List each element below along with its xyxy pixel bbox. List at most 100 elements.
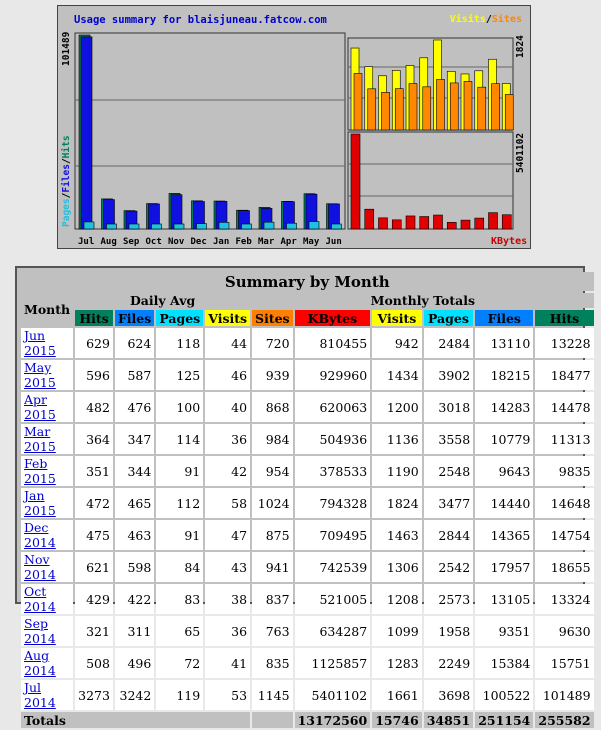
kbytes-bar [391, 219, 402, 230]
total-visits: 15746 [372, 712, 422, 728]
month-link[interactable]: May 2015 [24, 360, 56, 390]
cell-pages: 2548 [423, 456, 474, 486]
cell-hits: 18655 [535, 552, 594, 582]
cell-kbytes: 504936 [294, 424, 371, 454]
month-link[interactable]: Apr 2015 [24, 392, 56, 422]
cell-d-pages: 118 [156, 328, 204, 358]
cell-files: 13105 [475, 584, 534, 614]
kbytes-bar [501, 214, 512, 230]
cell-visits: 1200 [372, 392, 422, 422]
pages-bar [173, 223, 185, 230]
cell-files: 10779 [475, 424, 534, 454]
cell-hits: 101489 [535, 680, 594, 710]
month-axis-label: May [303, 237, 320, 247]
cell-d-pages: 84 [156, 552, 204, 582]
month-link[interactable]: Feb 2015 [24, 456, 56, 486]
month-cell[interactable]: Feb 2015 [21, 456, 74, 486]
sites-bar [381, 92, 390, 131]
table-row: Oct 2014 429 422 83 38 837 521005 1208 2573 13105… [21, 584, 594, 614]
month-link[interactable]: Dec 2014 [24, 520, 56, 550]
month-link[interactable]: Jul 2014 [24, 680, 56, 710]
cell-hits: 11313 [535, 424, 594, 454]
kbytes-bar [433, 214, 443, 230]
month-cell[interactable]: Nov 2014 [21, 552, 74, 582]
cell-d-pages: 125 [156, 360, 204, 390]
cell-kbytes: 929960 [294, 360, 371, 390]
sites-bar [408, 83, 418, 131]
table-row: Mar 2015 364 347 114 36 984 504936 1136 3558 1077… [21, 424, 594, 454]
cell-visits: 1434 [372, 360, 422, 390]
cell-d-visits: 46 [205, 360, 251, 390]
legend-sites: Sites [491, 14, 522, 25]
month-cell[interactable]: Sep 2014 [21, 616, 74, 646]
kbytes-bar [419, 216, 430, 230]
month-cell[interactable]: Mar 2015 [21, 424, 74, 454]
cell-d-visits: 43 [205, 552, 251, 582]
total-kbytes: 13172560 [294, 712, 371, 728]
month-column-header: Month [21, 293, 74, 326]
month-link[interactable]: Aug 2014 [24, 648, 56, 678]
cell-d-pages: 91 [156, 520, 204, 550]
month-cell[interactable]: Apr 2015 [21, 392, 74, 422]
kbytes-bar [405, 215, 416, 230]
cell-d-hits: 429 [75, 584, 113, 614]
month-axis-label: Mar [258, 237, 275, 247]
month-cell[interactable]: Dec 2014 [21, 520, 74, 550]
cell-d-pages: 72 [156, 648, 204, 678]
col-daily-hits: Hits [75, 310, 113, 326]
cell-sites: 1024 [252, 488, 293, 518]
cell-visits: 1463 [372, 520, 422, 550]
cell-visits: 1099 [372, 616, 422, 646]
sites-bar [367, 88, 377, 131]
col-sites: Sites [252, 310, 293, 326]
cell-files: 17957 [475, 552, 534, 582]
month-cell[interactable]: Jan 2015 [21, 488, 74, 518]
month-link[interactable]: Mar 2015 [24, 424, 56, 454]
month-axis-label: Apr [280, 237, 297, 247]
table-row: Aug 2014 508 496 72 41 835 1125857 1283 2249 1538… [21, 648, 594, 678]
cell-kbytes: 634287 [294, 616, 371, 646]
month-link[interactable]: Jun 2015 [24, 328, 56, 358]
pages-bar [331, 223, 342, 230]
cell-sites: 763 [252, 616, 293, 646]
cell-sites: 720 [252, 328, 293, 358]
cell-d-visits: 41 [205, 648, 251, 678]
month-link[interactable]: Oct 2014 [24, 584, 56, 614]
month-cell[interactable]: Aug 2014 [21, 648, 74, 678]
month-axis-label: Aug [100, 237, 117, 247]
cell-d-files: 465 [114, 488, 155, 518]
cell-d-visits: 36 [205, 616, 251, 646]
kbytes-bar [364, 208, 375, 230]
cell-hits: 14478 [535, 392, 594, 422]
cell-kbytes: 521005 [294, 584, 371, 614]
cell-d-files: 598 [114, 552, 155, 582]
cell-d-hits: 596 [75, 360, 113, 390]
month-axis-label: Dec [190, 237, 207, 247]
daily-avg-header: Daily Avg [75, 293, 251, 308]
cell-visits: 1208 [372, 584, 422, 614]
month-link[interactable]: Sep 2014 [24, 616, 56, 646]
cell-d-hits: 621 [75, 552, 113, 582]
kbytes-bar [474, 217, 485, 230]
month-link[interactable]: Jan 2015 [24, 488, 56, 518]
cell-d-pages: 114 [156, 424, 204, 454]
month-cell[interactable]: Jul 2014 [21, 680, 74, 710]
month-cell[interactable]: Oct 2014 [21, 584, 74, 614]
table-row: Jan 2015 472 465 112 58 1024 794328 1824 3477 144… [21, 488, 594, 518]
cell-sites: 837 [252, 584, 293, 614]
month-link[interactable]: Nov 2014 [24, 552, 56, 582]
month-cell[interactable]: Jun 2015 [21, 328, 74, 358]
cell-d-files: 422 [114, 584, 155, 614]
cell-d-files: 463 [114, 520, 155, 550]
month-cell[interactable]: May 2015 [21, 360, 74, 390]
cell-d-hits: 475 [75, 520, 113, 550]
cell-pages: 1958 [423, 616, 474, 646]
cell-files: 15384 [475, 648, 534, 678]
month-axis-label: Jul [78, 237, 95, 247]
cell-d-visits: 42 [205, 456, 251, 486]
totals-label: Totals [21, 712, 251, 728]
total-sites [252, 712, 293, 728]
col-pages: Pages [423, 310, 474, 326]
cell-files: 18215 [475, 360, 534, 390]
sites-bar [449, 82, 459, 131]
